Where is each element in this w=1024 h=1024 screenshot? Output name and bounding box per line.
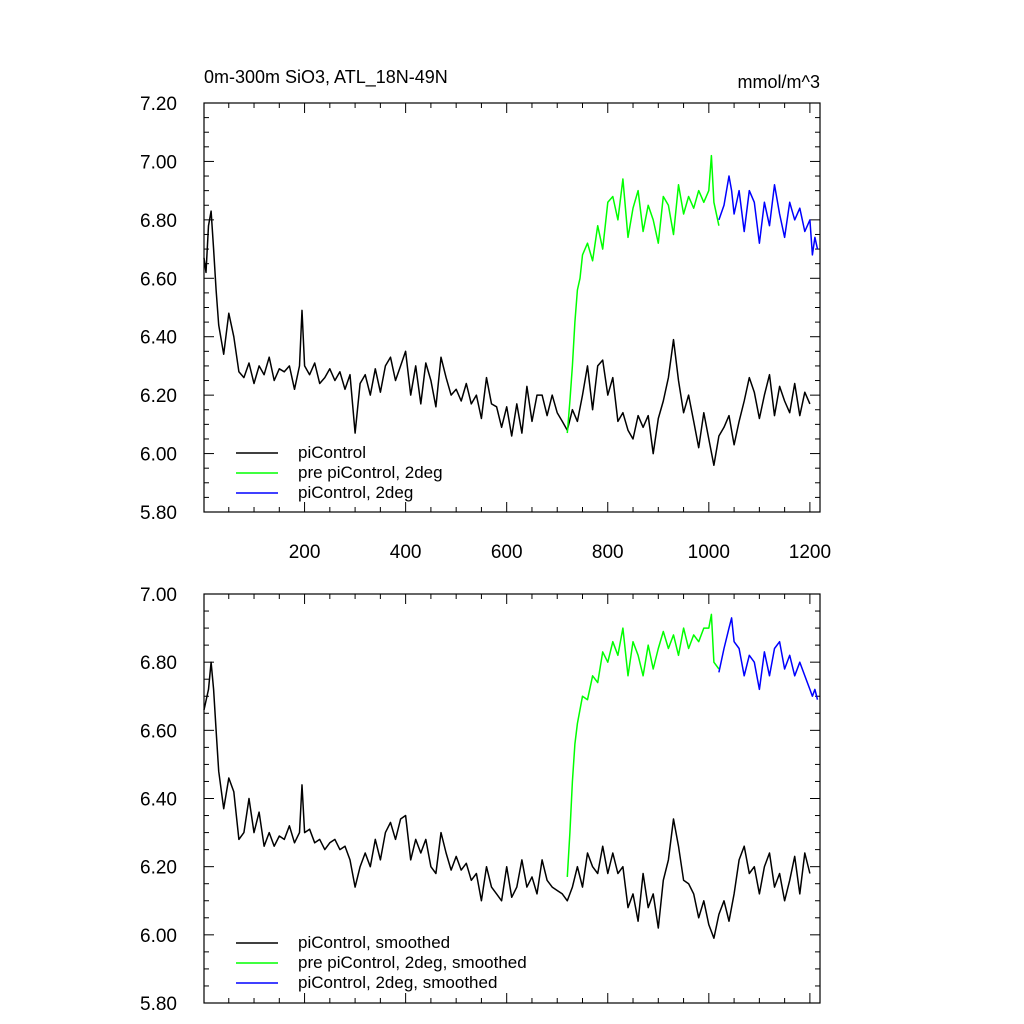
bottom-panel: 5.80 6.00 6.20 6.40 6.60 6.80 7.00 piControl, … [140, 585, 821, 1015]
top-series-group [203, 154, 819, 467]
y-tick-label: 6.80 [140, 211, 177, 232]
y-tick-label: 6.00 [140, 926, 177, 947]
series-line-pre-picontrol-2deg [566, 154, 720, 434]
series-line-picontrol [203, 210, 811, 467]
y-tick-label: 6.20 [140, 858, 177, 879]
bottom-series-group [203, 613, 819, 939]
series-line-pre-picontrol-2deg-smoothed [566, 613, 720, 877]
y-tick-label: 6.40 [140, 328, 177, 349]
x-tick-label: 1000 [688, 542, 730, 563]
legend-label-picontrol: piControl [298, 443, 366, 462]
x-tick-label: 600 [491, 542, 523, 563]
y-tick-label: 6.00 [140, 445, 177, 466]
y-tick-label: 7.20 [140, 94, 177, 115]
y-tick-label: 7.00 [140, 152, 177, 173]
units-label: mmol/m^3 [738, 72, 820, 92]
bottom-axis-ticks: 5.80 6.00 6.20 6.40 6.60 6.80 7.00 [140, 585, 820, 1015]
y-tick-label: 6.20 [140, 386, 177, 407]
legend-label-picontrol-2deg-smoothed: piControl, 2deg, smoothed [298, 973, 497, 992]
legend-label-pre-picontrol-2deg: pre piControl, 2deg [298, 463, 443, 482]
x-tick-label: 400 [390, 542, 422, 563]
y-tick-label: 6.60 [140, 721, 177, 742]
series-line-picontrol-2deg [718, 175, 819, 256]
top-plot-frame [203, 102, 821, 513]
y-tick-label: 6.60 [140, 269, 177, 290]
y-tick-label: 5.80 [140, 503, 177, 524]
top-panel: 0m-300m SiO3, ATL_18N-49N mmol/m^3 200 40… [140, 67, 831, 563]
y-tick-label: 6.80 [140, 653, 177, 674]
y-tick-label: 6.40 [140, 790, 177, 811]
legend-label-picontrol-smoothed: piControl, smoothed [298, 933, 450, 952]
series-line-picontrol-smoothed [203, 661, 811, 939]
bottom-plot-frame [203, 593, 821, 1004]
x-tick-label: 200 [289, 542, 321, 563]
top-axis-ticks: 200 400 600 800 1000 1200 5.80 6.00 6.20 6.40 6.60… [140, 94, 831, 563]
series-line-picontrol-2deg-smoothed [718, 617, 819, 700]
chart-title: 0m-300m SiO3, ATL_18N-49N [204, 67, 448, 88]
x-tick-label: 1200 [789, 542, 831, 563]
legend-label-picontrol-2deg: piControl, 2deg [298, 483, 413, 502]
legend-label-pre-picontrol-2deg-smoothed: pre piControl, 2deg, smoothed [298, 953, 527, 972]
y-tick-label: 7.00 [140, 585, 177, 606]
y-tick-label: 5.80 [140, 994, 177, 1015]
x-tick-label: 800 [592, 542, 624, 563]
